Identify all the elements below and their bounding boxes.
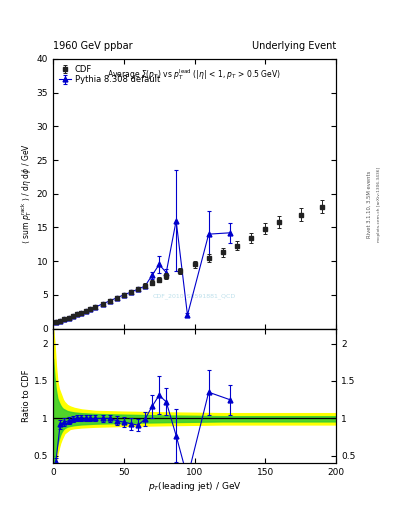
Text: Average $\Sigma(p_T)$ vs $p_T^{\rm lead}$ ($|\eta|$ < 1, $p_T$ > 0.5 GeV): Average $\Sigma(p_T)$ vs $p_T^{\rm lead}… <box>107 67 282 82</box>
Legend: CDF, Pythia 8.308 default: CDF, Pythia 8.308 default <box>57 63 162 86</box>
Text: Underlying Event: Underlying Event <box>252 41 336 51</box>
Text: CDF_2010_S8591881_QCD: CDF_2010_S8591881_QCD <box>153 293 236 299</box>
Text: Rivet 3.1.10, 3.5M events: Rivet 3.1.10, 3.5M events <box>367 171 372 239</box>
Y-axis label: $\langle$ sum $p_T^{\rm rack}$ $\rangle$ / d$\eta$ d$\phi$ / GeV: $\langle$ sum $p_T^{\rm rack}$ $\rangle$… <box>19 143 34 244</box>
X-axis label: $p_T$(leading jet) / GeV: $p_T$(leading jet) / GeV <box>148 480 241 493</box>
Y-axis label: Ratio to CDF: Ratio to CDF <box>22 370 31 422</box>
Text: mcplots.cern.ch [arXiv:1306.3436]: mcplots.cern.ch [arXiv:1306.3436] <box>377 167 381 242</box>
Text: 1960 GeV ppbar: 1960 GeV ppbar <box>53 41 133 51</box>
